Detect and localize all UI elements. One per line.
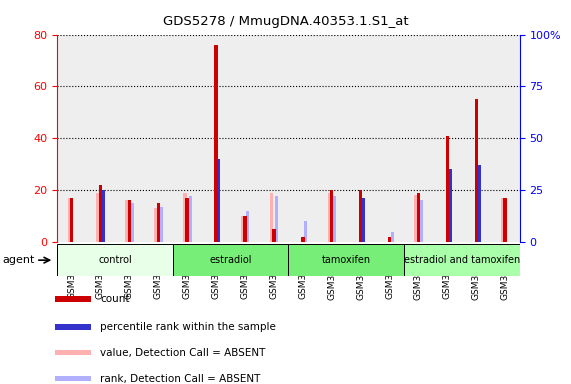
Bar	[188, 196, 191, 242]
Bar	[160, 207, 163, 242]
Bar	[301, 237, 304, 242]
Text: estradiol: estradiol	[210, 255, 252, 265]
Bar	[304, 221, 307, 242]
Text: value, Detection Call = ABSENT: value, Detection Call = ABSENT	[100, 348, 266, 358]
Bar	[288, 35, 317, 242]
Bar	[375, 35, 404, 242]
Bar	[247, 211, 250, 242]
Bar	[501, 198, 505, 242]
Bar	[420, 200, 423, 242]
Text: count: count	[100, 294, 130, 304]
Bar	[128, 200, 131, 242]
Text: tamoxifen: tamoxifen	[321, 255, 371, 265]
Bar	[172, 245, 288, 276]
Bar	[156, 203, 160, 242]
Bar	[214, 45, 218, 242]
Bar	[346, 35, 375, 242]
Bar	[57, 35, 86, 242]
Bar	[57, 245, 172, 276]
Bar	[154, 208, 158, 242]
Bar	[55, 296, 91, 301]
Bar	[404, 35, 433, 242]
Bar	[445, 136, 449, 242]
Bar	[231, 35, 259, 242]
Bar	[317, 35, 346, 242]
Bar	[102, 190, 105, 242]
Bar	[478, 165, 481, 242]
Bar	[243, 216, 247, 242]
Bar	[70, 198, 73, 242]
Bar	[275, 196, 278, 242]
Bar	[144, 35, 172, 242]
Bar	[415, 195, 418, 242]
Bar	[449, 169, 452, 242]
Text: percentile rank within the sample: percentile rank within the sample	[100, 322, 276, 332]
Bar	[270, 193, 274, 242]
Bar	[55, 350, 91, 356]
Bar	[504, 198, 507, 242]
Bar	[96, 193, 100, 242]
Bar	[433, 35, 462, 242]
Bar	[475, 99, 478, 242]
Bar	[490, 35, 520, 242]
Bar	[417, 193, 420, 242]
Bar	[259, 35, 288, 242]
Bar	[359, 190, 363, 242]
Bar	[131, 202, 134, 242]
Bar	[388, 237, 391, 242]
Bar	[125, 200, 129, 242]
Bar	[241, 216, 244, 242]
Bar	[183, 193, 187, 242]
Text: agent: agent	[3, 255, 35, 265]
Text: estradiol and tamoxifen: estradiol and tamoxifen	[404, 255, 520, 265]
Bar	[99, 185, 102, 242]
Bar	[55, 376, 91, 381]
Bar	[462, 35, 490, 242]
Bar	[55, 324, 91, 329]
Bar	[362, 199, 365, 242]
Text: rank, Detection Call = ABSENT: rank, Detection Call = ABSENT	[100, 374, 260, 384]
Bar	[115, 35, 144, 242]
Bar	[330, 190, 333, 242]
Bar	[288, 245, 404, 276]
Bar	[186, 198, 189, 242]
Bar	[202, 35, 231, 242]
Bar	[328, 193, 331, 242]
Bar	[218, 159, 220, 242]
Bar	[272, 229, 276, 242]
Bar	[333, 196, 336, 242]
Text: GDS5278 / MmugDNA.40353.1.S1_at: GDS5278 / MmugDNA.40353.1.S1_at	[163, 15, 408, 28]
Bar	[67, 198, 71, 242]
Bar	[404, 245, 520, 276]
Bar	[86, 35, 115, 242]
Text: control: control	[98, 255, 132, 265]
Bar	[172, 35, 202, 242]
Bar	[391, 232, 394, 242]
